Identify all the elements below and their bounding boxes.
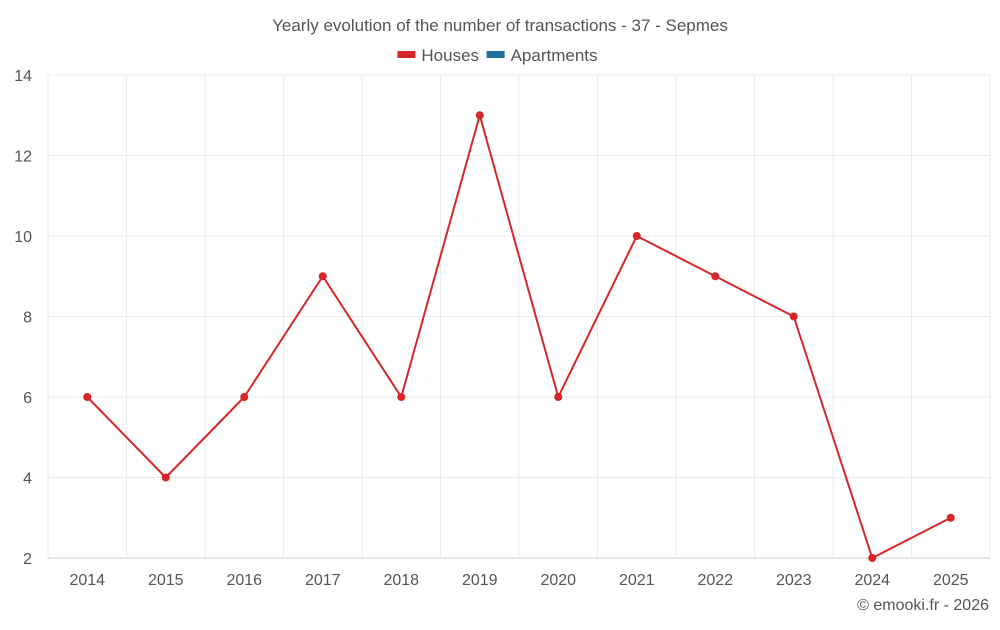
legend: Houses Apartments: [397, 46, 598, 65]
x-tick-label: 2014: [69, 572, 105, 589]
x-tick-label: 2024: [854, 572, 890, 589]
legend-item-apartments[interactable]: Apartments: [486, 46, 598, 65]
x-tick-label: 2019: [462, 572, 498, 589]
y-tick-label: 14: [14, 68, 32, 85]
x-tick-label: 2022: [697, 572, 733, 589]
x-tick-label: 2025: [933, 572, 969, 589]
x-tick-label: 2015: [148, 572, 184, 589]
data-point[interactable]: [475, 111, 484, 120]
data-point[interactable]: [868, 554, 877, 562]
axes: 2 4 6 8 10 12 14 2014 2015 2016 2017 2018 2019 2020 20…: [14, 68, 990, 589]
data-point[interactable]: [789, 312, 798, 321]
x-tick-label: 2021: [619, 572, 655, 589]
y-tick-label: 8: [23, 310, 32, 327]
series-line-houses: [86, 114, 952, 559]
legend-swatch: [397, 51, 416, 58]
y-tick-label: 10: [14, 229, 32, 246]
data-point[interactable]: [946, 513, 955, 522]
data-point[interactable]: [397, 393, 406, 401]
chart-title: Yearly evolution of the number of transa…: [272, 16, 728, 35]
footer-credit: © emooki.fr - 2026: [857, 597, 989, 614]
legend-label: Houses: [421, 46, 479, 65]
x-tick-label: 2020: [540, 572, 576, 589]
series-layer: [83, 111, 955, 562]
data-point[interactable]: [711, 272, 720, 281]
y-tick-label: 12: [14, 149, 32, 166]
data-point[interactable]: [240, 393, 249, 401]
data-point[interactable]: [632, 232, 641, 240]
y-tick-label: 4: [23, 471, 32, 488]
x-tick-label: 2017: [305, 572, 341, 589]
data-point[interactable]: [83, 393, 92, 401]
y-tick-label: 2: [23, 551, 32, 568]
legend-label: Apartments: [511, 46, 598, 65]
x-tick-label: 2018: [383, 572, 419, 589]
data-point[interactable]: [318, 272, 327, 281]
legend-item-houses[interactable]: Houses: [397, 46, 479, 65]
legend-swatch: [486, 51, 505, 58]
x-tick-label: 2023: [776, 572, 812, 589]
y-tick-label: 6: [23, 390, 32, 407]
data-point[interactable]: [554, 393, 563, 401]
x-tick-label: 2016: [226, 572, 262, 589]
data-point[interactable]: [161, 473, 170, 482]
grid: [47, 74, 991, 559]
